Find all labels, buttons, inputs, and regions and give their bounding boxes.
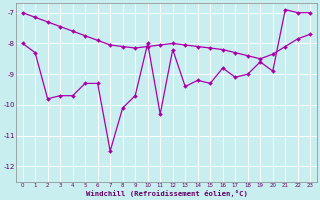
- X-axis label: Windchill (Refroidissement éolien,°C): Windchill (Refroidissement éolien,°C): [85, 190, 247, 197]
